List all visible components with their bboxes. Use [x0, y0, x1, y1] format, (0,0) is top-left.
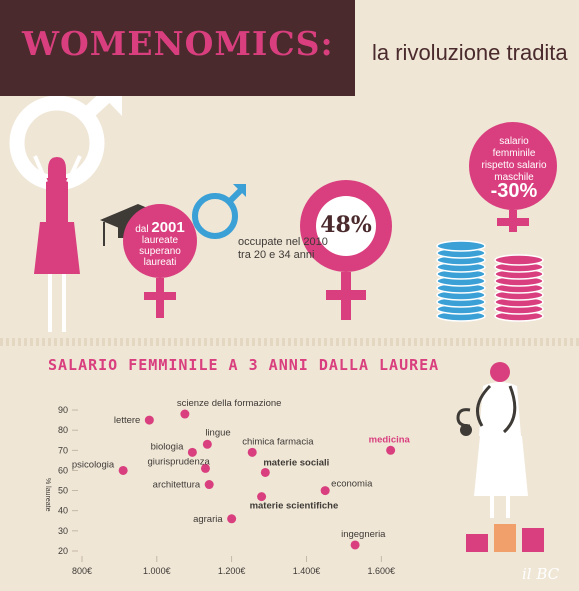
scatter-point [118, 465, 128, 475]
y-tick-label: 70 [58, 445, 68, 455]
coin-stacks-chart-icon [466, 524, 544, 552]
scatter-point [187, 447, 197, 457]
x-tick-label: 1.600€ [368, 566, 396, 576]
point-label: scienze della formazione [177, 398, 282, 409]
scatter-point [200, 463, 210, 473]
infographic-top: dal 2001 laureate superano laureati occu… [0, 96, 579, 340]
point-label: giurisprudenza [147, 456, 210, 467]
female-symbol-graduates-icon [123, 204, 197, 318]
scatter-point [144, 415, 154, 425]
coin [494, 254, 544, 266]
scatter-point [247, 447, 257, 457]
y-axis-label: % laureate [44, 478, 51, 512]
scatter-point [260, 467, 270, 477]
point-label: materie sociali [263, 457, 329, 468]
y-tick-label: 40 [58, 506, 68, 516]
graduates-year: 2001 [151, 219, 185, 236]
doctor-woman-icon [456, 362, 528, 518]
graduates-dal: dal [135, 224, 149, 235]
graduates-text: laureate superano laureati [139, 235, 181, 268]
male-symbol-icon [9, 96, 122, 191]
scatter-point [350, 540, 360, 550]
female-symbol-employed-icon [300, 180, 392, 320]
scatter-chart: % laureate lettere scienze della formazio… [44, 362, 544, 576]
chart-title: SALARIO FEMMINILE A 3 ANNI DALLA LAUREA [48, 356, 440, 374]
point-label: agraria [193, 514, 223, 525]
header: WOMENOMICS: la rivoluzione tradita [0, 0, 579, 96]
scatter-point [180, 409, 190, 419]
salary-stat-text: salario femminile rispetto salario masch… [481, 136, 547, 183]
woman-figure-icon [33, 155, 82, 332]
employed-text: occupate nel 2010 tra 20 e 34 anni [238, 236, 328, 261]
point-label: ingegneria [341, 529, 386, 540]
point-label: psicologia [72, 459, 115, 470]
x-tick-label: 1.000€ [143, 566, 171, 576]
point-label: biologia [151, 441, 184, 452]
point-label: architettura [153, 480, 201, 491]
point-label: lingue [205, 427, 230, 438]
y-tick-label: 30 [58, 526, 68, 536]
section-divider [0, 338, 579, 346]
point-label: chimica farmacia [242, 436, 314, 447]
signature: il BC [522, 565, 560, 583]
point-label: economia [331, 479, 373, 490]
coin [436, 240, 486, 252]
scatter-point [386, 445, 396, 455]
scatter-point [320, 486, 330, 496]
salary-gap: -30% [490, 180, 538, 202]
female-symbol-salary-icon [469, 122, 557, 232]
blue-male-symbol-icon [192, 184, 246, 239]
y-tick-label: 90 [58, 405, 68, 415]
logo-title: WOMENOMICS: [22, 24, 334, 63]
x-tick-label: 800€ [72, 566, 92, 576]
coin-stack-pink-icon [494, 254, 544, 322]
point-label: medicina [369, 434, 411, 445]
y-tick-label: 80 [58, 425, 68, 435]
scatter-point [227, 514, 237, 524]
header-dark-band [0, 0, 355, 96]
scatter-point [202, 439, 212, 449]
point-label: materie scientifiche [250, 501, 339, 512]
x-tick-label: 1.200€ [218, 566, 246, 576]
scatter-point [257, 492, 267, 502]
x-tick-label: 1.400€ [293, 566, 321, 576]
y-tick-label: 60 [58, 465, 68, 475]
graduates-stat: dal 2001 laureate superano laureati [128, 219, 192, 268]
y-tick-label: 50 [58, 486, 68, 496]
top-illustration [9, 96, 557, 332]
page-subtitle: la rivoluzione tradita [372, 40, 568, 65]
y-tick-label: 20 [58, 546, 68, 556]
scatter-point [204, 480, 214, 490]
employed-percent: 48% [320, 212, 372, 238]
point-label: lettere [114, 415, 140, 426]
coin-stack-blue-icon [436, 240, 486, 322]
